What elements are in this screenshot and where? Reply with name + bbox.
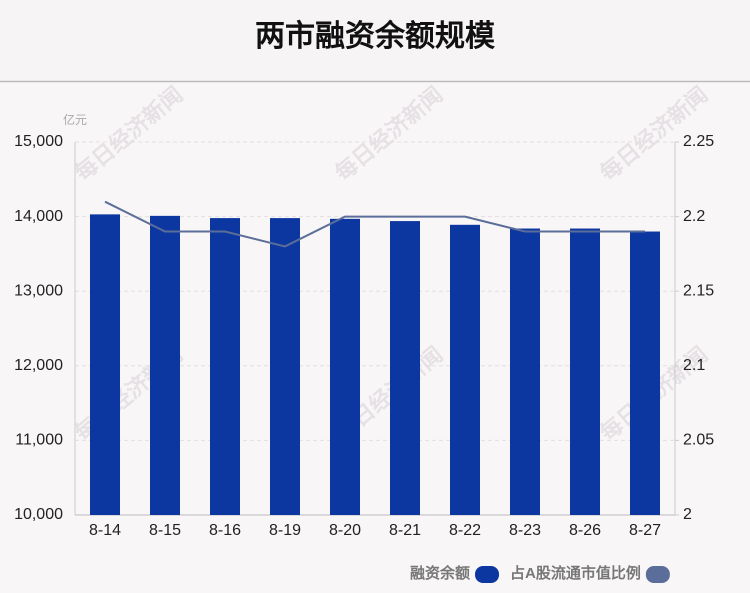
x-tick-label: 8-15	[149, 522, 181, 539]
y-tick-label: 11,000	[15, 432, 63, 449]
x-tick-label: 8-23	[509, 522, 541, 539]
x-tick-label: 8-26	[569, 522, 601, 539]
bar	[390, 221, 420, 516]
bar	[210, 218, 240, 516]
x-tick-label: 8-14	[89, 522, 121, 539]
bar	[570, 228, 600, 515]
watermark: 每日经济新闻	[70, 82, 187, 186]
y-tick-label: 12,000	[14, 357, 63, 374]
y-tick-label: 15,000	[14, 133, 63, 150]
bar	[270, 218, 300, 516]
x-tick-label: 8-21	[389, 522, 421, 539]
x-tick-label: 8-16	[209, 522, 241, 539]
x-tick-label: 8-22	[449, 522, 481, 539]
chart-title: 两市融资余额规模	[255, 19, 495, 53]
bar	[90, 214, 120, 515]
y2-tick-label: 2.25	[683, 133, 714, 150]
legend-label: 占A股流通市值比例	[510, 564, 641, 582]
y-unit: 亿元	[63, 112, 87, 127]
y2-tick-label: 2.1	[683, 357, 705, 374]
y2-tick-label: 2.2	[683, 208, 705, 225]
y2-tick-label: 2.15	[683, 282, 714, 299]
watermark: 每日经济新闻	[330, 82, 447, 186]
y-tick-label: 14,000	[14, 208, 63, 225]
bar	[150, 215, 180, 515]
legend-swatch	[645, 566, 670, 583]
bar	[330, 218, 360, 515]
y2-tick-label: 2.05	[683, 432, 714, 449]
line	[104, 200, 645, 248]
x-tick-label: 8-27	[629, 522, 661, 539]
x-tick-label: 8-19	[269, 522, 301, 539]
x-tick-label: 8-20	[329, 522, 361, 539]
y-tick-label: 10,000	[14, 506, 63, 523]
bar	[510, 228, 540, 515]
bar	[630, 231, 660, 515]
title-band	[0, 0, 750, 81]
legend-label: 融资余额	[410, 564, 470, 582]
y-tick-label: 13,000	[14, 282, 63, 299]
bar	[450, 224, 480, 515]
legend-swatch	[475, 566, 500, 583]
y2-tick-label: 2	[683, 506, 692, 523]
